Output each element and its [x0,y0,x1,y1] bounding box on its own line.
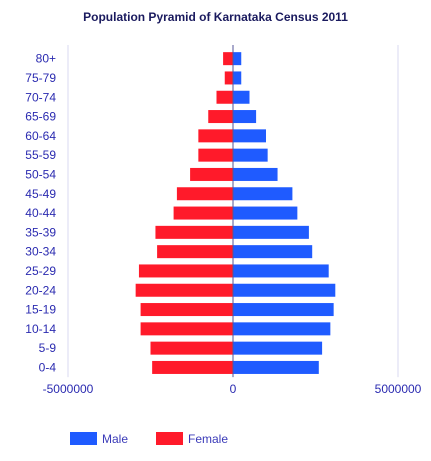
bar-male-0-4 [233,360,319,374]
x-tick-label: 0 [230,382,237,396]
bar-female-60-64 [198,129,233,143]
bar-female-70-74 [216,90,233,104]
y-tick-label: 45-49 [25,187,56,201]
x-axis-labels: -5000000 0 5000000 [43,382,422,396]
y-tick-label: 30-34 [25,245,56,259]
bars [135,52,336,374]
y-tick-label: 20-24 [25,283,56,297]
bar-female-25-29 [138,264,233,278]
y-tick-label: 5-9 [39,341,57,355]
y-tick-label: 50-54 [25,167,56,181]
bar-female-45-49 [176,187,233,201]
bar-male-50-54 [233,167,278,181]
y-tick-label: 15-19 [25,303,56,317]
bar-male-35-39 [233,225,309,239]
legend-label-male: Male [102,432,128,446]
y-tick-label: 75-79 [25,71,56,85]
y-tick-label: 35-39 [25,225,56,239]
bar-female-20-24 [135,283,233,297]
bar-male-45-49 [233,187,293,201]
bar-male-30-34 [233,245,313,259]
bar-male-25-29 [233,264,329,278]
bar-male-10-14 [233,322,331,336]
legend-swatch-male [70,432,97,445]
bar-male-40-44 [233,206,298,220]
grid-lines [67,45,399,378]
y-tick-label: 10-14 [25,322,56,336]
y-tick-label: 65-69 [25,110,56,124]
legend-swatch-female [156,432,183,445]
bar-male-15-19 [233,303,334,317]
bar-female-55-59 [198,148,233,162]
bar-female-40-44 [173,206,233,220]
y-tick-label: 80+ [36,52,56,66]
bar-female-30-34 [157,245,233,259]
x-tick-label: 5000000 [375,382,422,396]
bar-male-80+ [233,52,242,66]
y-tick-label: 55-59 [25,148,56,162]
chart-title: Population Pyramid of Karnataka Census 2… [83,10,348,24]
y-tick-label: 60-64 [25,129,56,143]
bar-male-70-74 [233,90,250,104]
bar-female-80+ [223,52,233,66]
bar-male-5-9 [233,341,323,355]
y-tick-label: 25-29 [25,264,56,278]
y-tick-label: 70-74 [25,90,56,104]
bar-male-75-79 [233,71,242,85]
legend-label-female: Female [188,432,228,446]
bar-female-65-69 [208,110,233,124]
y-axis-labels: 80+ 75-79 70-74 65-69 60-64 55-59 50-54 45-49 40… [25,52,56,375]
y-tick-label: 0-4 [39,360,57,374]
x-tick-label: -5000000 [43,382,94,396]
bar-male-55-59 [233,148,268,162]
bar-male-65-69 [233,110,257,124]
y-tick-label: 40-44 [25,206,56,220]
legend: Male Female [70,432,228,446]
bar-female-50-54 [190,167,233,181]
bar-female-75-79 [224,71,233,85]
bar-female-0-4 [152,360,233,374]
bar-female-15-19 [140,303,233,317]
bar-female-35-39 [155,225,233,239]
bar-female-5-9 [150,341,233,355]
bar-male-60-64 [233,129,266,143]
bar-female-10-14 [140,322,233,336]
bar-male-20-24 [233,283,336,297]
